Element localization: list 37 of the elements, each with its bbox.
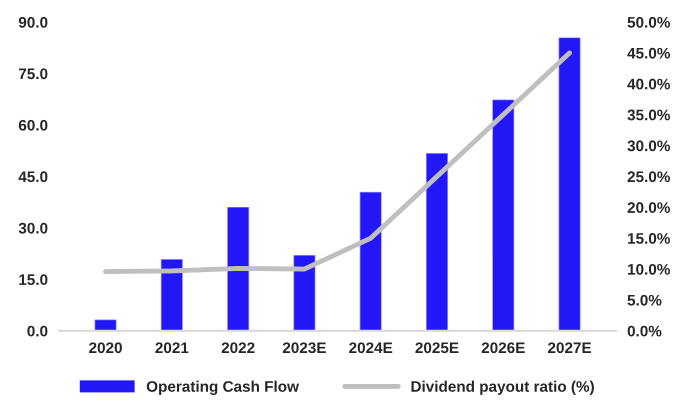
y2-tick-label: 35.0% <box>627 110 670 120</box>
y-tick-label: 60.0 <box>18 120 48 131</box>
bar <box>160 259 183 331</box>
y2-tick-label: 30.0% <box>627 140 670 152</box>
bar <box>426 153 448 331</box>
bar <box>94 319 117 331</box>
y2-tick-label: 10.0% <box>628 264 670 275</box>
y2-tick-label: 25.0% <box>628 171 670 182</box>
legend-label: Dividend payout ratio (%) <box>411 380 594 395</box>
y2-tick-label: 20.0% <box>628 202 670 214</box>
y2-tick-label: 0.0% <box>628 326 662 337</box>
line-series <box>103 50 572 274</box>
x-tick-label: 2022 <box>222 342 255 354</box>
y2-tick-label: 5.0% <box>628 294 662 306</box>
y-tick-label: 0.0 <box>27 326 48 337</box>
y2-tick-label: 45.0% <box>627 48 670 59</box>
y2-tick-label: 40.0% <box>627 78 670 90</box>
bar <box>293 255 316 331</box>
bar <box>492 100 514 331</box>
x-tick-label: 2020 <box>89 342 122 354</box>
x-tick-label: 2023E <box>282 342 326 354</box>
y-tick-label: 90.0 <box>18 16 48 28</box>
bar <box>227 206 250 331</box>
x-tick-label: 2024E <box>349 342 392 354</box>
y-tick-label: 15.0 <box>19 274 48 286</box>
bar <box>558 37 581 331</box>
bar <box>360 192 382 331</box>
y2-tick-label: 50.0% <box>628 16 670 28</box>
y-tick-label: 30.0 <box>18 222 48 234</box>
y2-tick-label: 15.0% <box>628 233 670 244</box>
x-tick-label: 2021 <box>155 342 188 354</box>
x-tick-label: 2026E <box>482 342 525 354</box>
x-tick-label: 2025E <box>415 342 458 354</box>
x-tick-label: 2027E <box>548 342 592 354</box>
y-tick-label: 75.0 <box>18 68 48 80</box>
y-tick-label: 45.0 <box>18 171 48 182</box>
legend-label: Operating Cash Flow <box>146 380 299 395</box>
